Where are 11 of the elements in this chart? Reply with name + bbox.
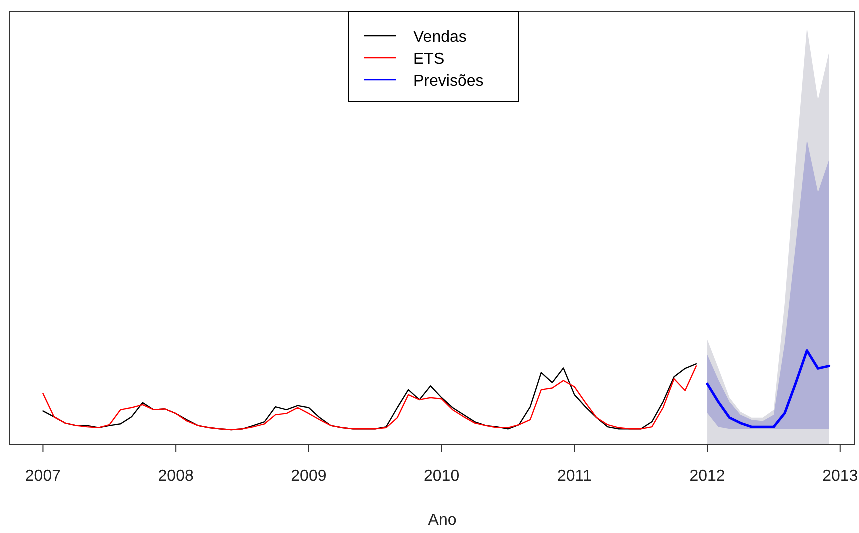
x-tick-label: 2010: [424, 468, 460, 485]
x-tick-label: 2009: [291, 468, 327, 485]
x-tick-label: 2012: [690, 468, 726, 485]
x-tick-label: 2007: [25, 468, 62, 485]
x-tick-label: 2008: [158, 468, 194, 485]
x-tick-label: 2011: [557, 468, 592, 485]
x-tick-label: 2013: [822, 468, 858, 485]
x-axis-title: Ano: [428, 512, 457, 529]
legend-label: ETS: [414, 51, 445, 68]
legend-label: Previsões: [414, 73, 484, 90]
legend-label: Vendas: [414, 29, 467, 46]
